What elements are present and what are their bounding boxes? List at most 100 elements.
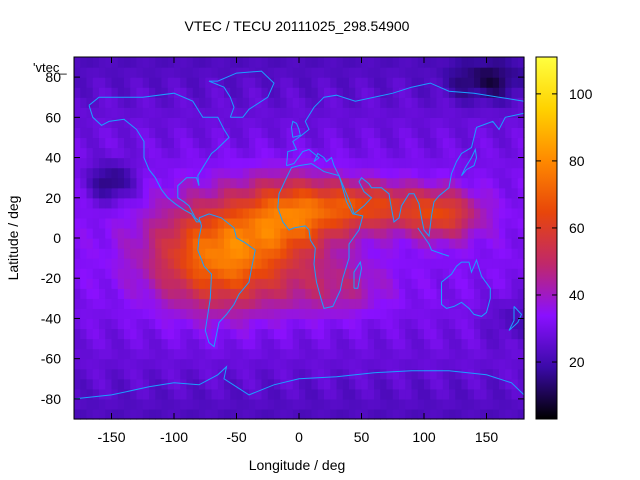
heatmap-cell [174,127,181,139]
heatmap-cell [461,278,469,289]
heatmap-cell [417,157,425,169]
heatmap-cell [467,328,475,340]
heatmap-cell [105,57,113,68]
heatmap-cell [449,278,456,289]
heatmap-cell [261,298,269,309]
heatmap-cell [392,318,400,330]
heatmap-cell [99,298,106,309]
heatmap-cell [374,408,381,420]
heatmap-cell [249,368,256,380]
heatmap-cell [130,157,138,169]
heatmap-cell [317,348,325,360]
heatmap-cell [155,368,163,380]
heatmap-cell [436,408,444,420]
heatmap-cell [205,338,213,350]
heatmap-cell [86,318,94,330]
heatmap-cell [417,368,425,380]
heatmap-cell [355,77,363,88]
heatmap-cell [149,408,156,420]
heatmap-cell [117,187,125,199]
y-tick-label: -80 [41,391,61,407]
heatmap-cell [92,278,100,289]
heatmap-cell [499,348,506,360]
heatmap-cell [280,288,288,299]
heatmap-cell [424,238,431,249]
heatmap-cell [292,57,300,68]
heatmap-cell [74,207,81,219]
heatmap-cell [474,87,481,98]
heatmap-cell [242,378,250,390]
heatmap-cell [474,147,481,159]
heatmap-cell [392,298,400,309]
heatmap-cell [455,308,463,320]
heatmap-cell [374,268,381,279]
heatmap-cell [480,338,488,350]
heatmap-cell [492,328,500,340]
heatmap-cell [274,217,281,229]
heatmap-cell [92,87,100,98]
heatmap-cell [142,338,150,350]
heatmap-cell [399,107,406,118]
heatmap-cell [142,97,150,108]
heatmap-cell [511,217,519,229]
heatmap-cell [361,97,369,108]
heatmap-cell [249,97,256,108]
heatmap-cell [180,57,188,68]
heatmap-cell [236,348,244,360]
heatmap-cell [149,77,156,88]
heatmap-cell [436,57,444,68]
heatmap-cell [399,238,406,249]
heatmap-cell [324,117,331,128]
heatmap-cell [455,67,463,78]
heatmap-cell [74,368,81,380]
heatmap-cell [361,258,369,269]
heatmap-cell [455,318,463,330]
heatmap-cell [511,87,519,98]
heatmap-cell [274,398,281,410]
heatmap-cell [336,318,344,330]
heatmap-cell [167,217,175,229]
heatmap-cell [249,57,256,68]
heatmap-cell [455,268,463,279]
heatmap-cell [455,258,463,269]
heatmap-cell [324,77,331,88]
heatmap-cell [474,298,481,309]
heatmap-cell [99,348,106,360]
heatmap-cell [324,238,331,249]
heatmap-cell [161,258,169,269]
heatmap-cell [299,197,306,209]
heatmap-cell [311,137,319,149]
heatmap-cell [236,278,244,289]
heatmap-cell [211,167,219,179]
heatmap-cell [311,67,319,78]
heatmap-cell [217,298,225,309]
heatmap-cell [167,197,175,209]
heatmap-cell [124,207,131,219]
heatmap-cell [386,227,394,239]
heatmap-cell [274,288,281,299]
heatmap-cell [399,217,406,229]
heatmap-cell [280,248,288,259]
heatmap-cell [355,328,363,340]
heatmap-cell [424,378,431,390]
heatmap-cell [492,288,500,299]
heatmap-cell [317,358,325,370]
heatmap-cell [142,328,150,340]
heatmap-cell [274,117,281,128]
heatmap-cell [124,197,131,209]
heatmap-cell [199,318,206,330]
heatmap-cell [286,167,294,179]
heatmap-cell [442,87,450,98]
heatmap-cell [267,127,275,139]
heatmap-cell [511,227,519,239]
heatmap-cell [292,398,300,410]
heatmap-cell [324,308,331,320]
heatmap-cell [161,238,169,249]
heatmap-cell [130,67,138,78]
heatmap-cell [224,328,231,340]
heatmap-cell [174,298,181,309]
heatmap-cell [399,127,406,139]
heatmap-cell [74,57,81,68]
heatmap-cell [124,187,131,199]
heatmap-cell [349,117,356,128]
